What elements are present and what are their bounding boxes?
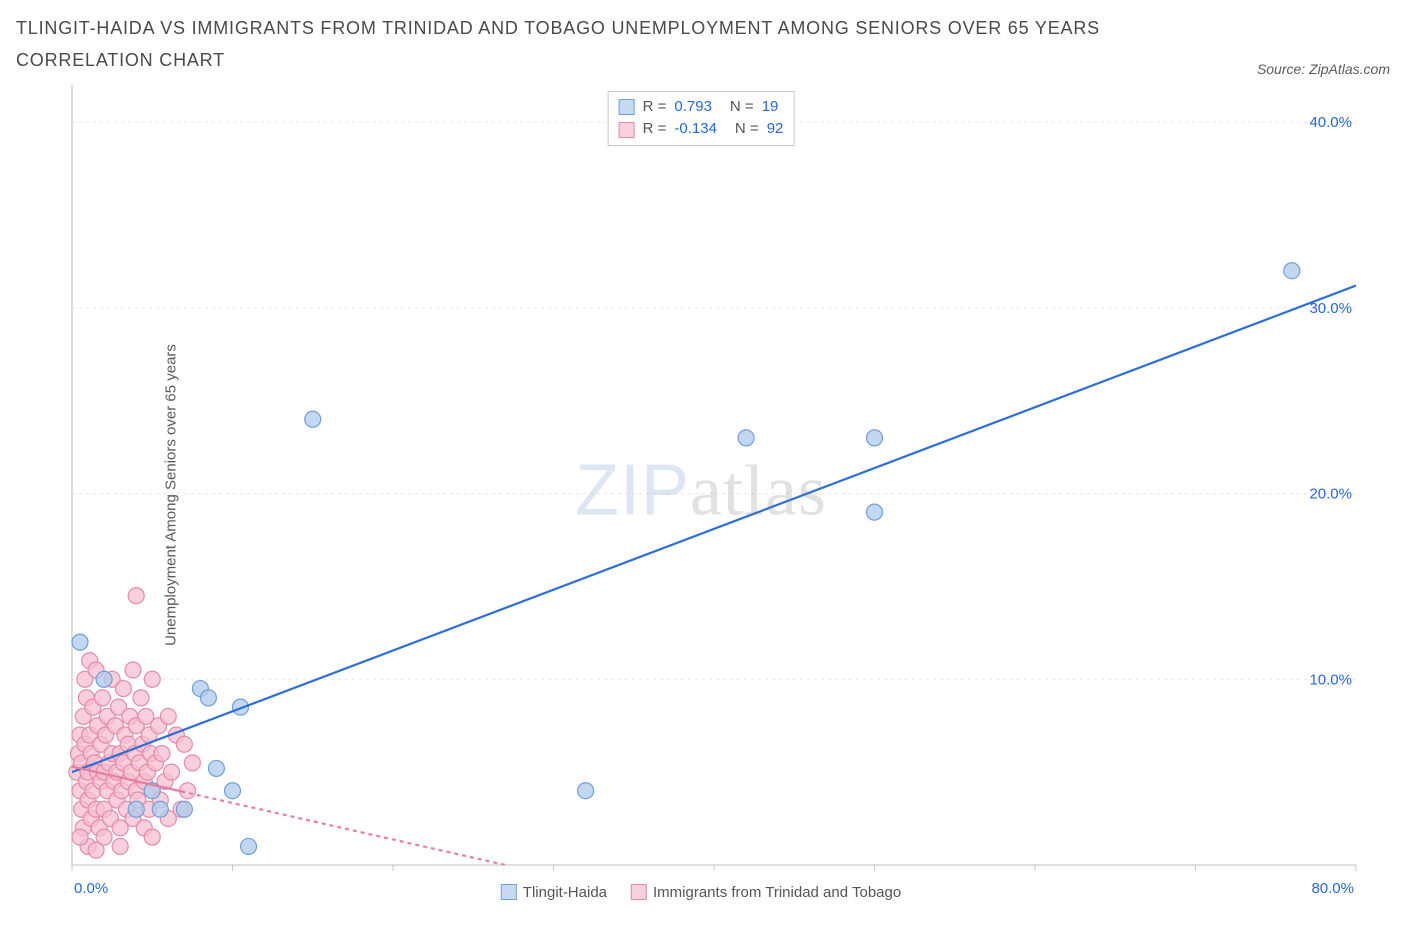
legend-swatch-blue [619,99,635,115]
stat-legend: R = 0.793 N = 19 R = -0.134 N = 92 [608,91,795,146]
legend-label-pink: Immigrants from Trinidad and Tobago [653,884,901,901]
legend-item-blue: Tlingit-Haida [501,884,607,901]
svg-text:80.0%: 80.0% [1311,880,1354,897]
bottom-legend: Tlingit-Haida Immigrants from Trinidad a… [501,884,901,901]
source-label: Source: [1257,61,1305,77]
stat-R-pink: -0.134 [674,118,717,141]
svg-text:0.0%: 0.0% [74,880,108,897]
stat-N-blue: 19 [762,96,779,119]
svg-text:10.0%: 10.0% [1309,671,1352,688]
svg-text:30.0%: 30.0% [1309,300,1352,317]
source-line: Source: ZipAtlas.com [1257,61,1390,77]
legend-swatch-blue [501,884,517,900]
svg-text:40.0%: 40.0% [1309,114,1352,131]
y-axis-label: Unemployment Among Seniors over 65 years [162,344,179,646]
header: TLINGIT-HAIDA VS IMMIGRANTS FROM TRINIDA… [16,12,1390,77]
svg-text:20.0%: 20.0% [1309,485,1352,502]
stat-N-label: N = [735,118,759,141]
stat-row-blue: R = 0.793 N = 19 [619,96,784,119]
stat-N-label: N = [730,96,754,119]
source-value: ZipAtlas.com [1309,61,1390,77]
stat-R-blue: 0.793 [674,96,712,119]
legend-swatch-pink [631,884,647,900]
legend-item-pink: Immigrants from Trinidad and Tobago [631,884,901,901]
legend-label-blue: Tlingit-Haida [523,884,607,901]
stat-R-label: R = [643,118,667,141]
chart-area: 10.0% 20.0% 30.0% 40.0% 0.0% 80.0% Unemployme… [16,85,1386,905]
chart-title: TLINGIT-HAIDA VS IMMIGRANTS FROM TRINIDA… [16,12,1136,77]
legend-swatch-pink [619,122,635,138]
stat-N-pink: 92 [767,118,784,141]
stat-R-label: R = [643,96,667,119]
stat-row-pink: R = -0.134 N = 92 [619,118,784,141]
scatter-chart-svg: 10.0% 20.0% 30.0% 40.0% 0.0% 80.0% [16,85,1386,905]
